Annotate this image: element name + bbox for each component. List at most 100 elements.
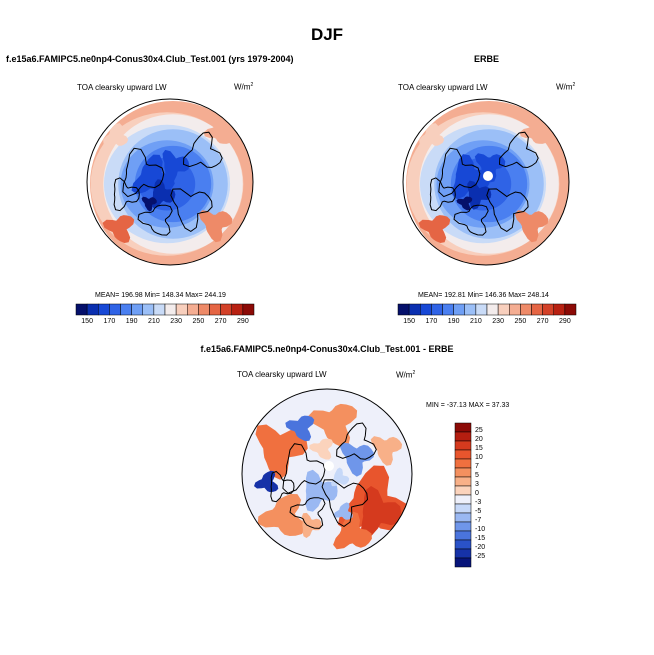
colorbar-tick-label: 190 [125,318,138,325]
warm-patch [103,123,129,146]
colorbar-swatch [454,449,472,460]
map-outline [86,98,254,266]
colorbar-swatch [242,303,255,316]
colorbar-tick-label: -7 [475,517,482,524]
obs-stats: MEAN= 192.81 Min= 146.36 Max= 248.14 [418,292,549,299]
coastline [336,422,377,460]
coastline [438,147,481,198]
colorbar-tick-label: 290 [559,318,571,325]
coastline [453,204,489,236]
colorbar-tick-label: -10 [475,526,486,533]
coastline [182,131,223,169]
diff-minmax: MIN = -37.13 MAX = 37.33 [426,402,510,409]
difference-patch [254,470,279,493]
colorbar-swatch [75,303,88,316]
model-polar-map [86,98,254,266]
colorbar-tick-label: 20 [475,436,483,443]
colorbar-swatch [86,303,99,316]
coastline [113,177,140,212]
colorbar-tick-label: 150 [403,318,415,325]
warm-patch [102,215,135,243]
colorbar-swatch [98,303,110,316]
model-panel-title: f.e15a6.FAMIPC5.ne0np4-Conus30x4.Club_Te… [6,54,294,64]
colorbar-tick-label: -15 [475,535,486,542]
difference-patch [257,494,306,536]
colorbar-swatch [509,303,521,316]
colorbar-swatch [454,548,472,559]
colorbar-swatch [520,303,532,316]
colorbar-tick-label: 230 [492,318,504,325]
colorbar-swatch [454,431,472,442]
colorbar-swatch [475,303,488,316]
colorbar-tick-label: 15 [475,445,483,452]
colorbar-swatch [209,303,221,316]
colorbar-tick-label: -3 [475,499,482,506]
colorbar-swatch [420,303,432,316]
obs-variable-label: TOA clearsky upward LW [398,83,488,92]
colorbar-swatch [175,303,188,316]
colorbar-tick-label: 170 [103,318,116,325]
colorbar-swatch [454,539,472,550]
map-outline [402,98,570,266]
colorbar-tick-label: 7 [475,463,479,470]
coastline [486,188,529,232]
colorbar-swatch [454,440,472,451]
warm-patch [419,123,445,146]
colorbar-swatch [454,467,472,478]
diff-variable-label: TOA clearsky upward LW [237,370,327,379]
difference-patch [301,512,322,538]
model-colorbar [75,303,255,316]
colorbar-tick-label: 190 [447,318,460,325]
polar-missing-dot [483,171,493,181]
obs-panel-title: ERBE [474,54,500,64]
coastline [137,204,173,236]
colorbar-swatch [553,303,566,316]
colorbar-tick-label: 270 [214,318,227,325]
colorbar-tick-label: 210 [470,318,482,325]
map-outline [241,388,413,560]
colorbar-swatch [453,303,465,316]
colorbar-tick-label: 0 [475,490,479,497]
colorbar-swatch [231,303,244,316]
diff-panel-title: f.e15a6.FAMIPC5.ne0np4-Conus30x4.Club_Te… [200,344,454,354]
coastline [170,188,213,232]
colorbar-swatch [564,303,577,316]
colorbar-tick-label: 250 [192,318,205,325]
warm-patch [418,215,451,243]
colorbar-swatch [454,521,472,532]
model-units-label: W/m2 [234,82,254,92]
warm-patch [198,210,233,243]
coastline [270,470,295,503]
cold-core [141,196,157,212]
cold-core [467,180,492,210]
warm-patch [519,119,548,144]
colorbar-swatch [164,303,177,316]
obs-polar-map [402,98,570,266]
colorbar-swatch [109,303,121,316]
colorbar-swatch [454,422,472,433]
cold-core [162,149,190,183]
difference-patch [255,424,308,480]
colorbar-swatch [187,303,199,316]
colorbar-swatch [442,303,454,316]
colorbar-tick-label: 10 [475,454,483,461]
map-field [406,101,569,265]
colorbar-tick-label: 25 [475,427,483,434]
coastline [122,147,165,198]
colorbar-swatch [220,303,232,316]
colorbar-swatch [486,303,499,316]
coastline [498,131,539,169]
colorbar-swatch [454,458,472,469]
colorbar-swatch [454,530,472,541]
obs-units-label: W/m2 [556,82,576,92]
colorbar-tick-label: -25 [475,553,486,560]
model-variable-label: TOA clearsky upward LW [77,83,167,92]
figure-title: DJF [310,25,344,44]
colorbar-swatch [120,303,132,316]
colorbar-tick-label: 3 [475,481,479,488]
colorbar-tick-label: 230 [170,318,182,325]
colorbar-swatch [464,303,477,316]
warm-patch [514,210,549,243]
colorbar-swatch [454,494,472,505]
difference-patch [305,469,338,512]
